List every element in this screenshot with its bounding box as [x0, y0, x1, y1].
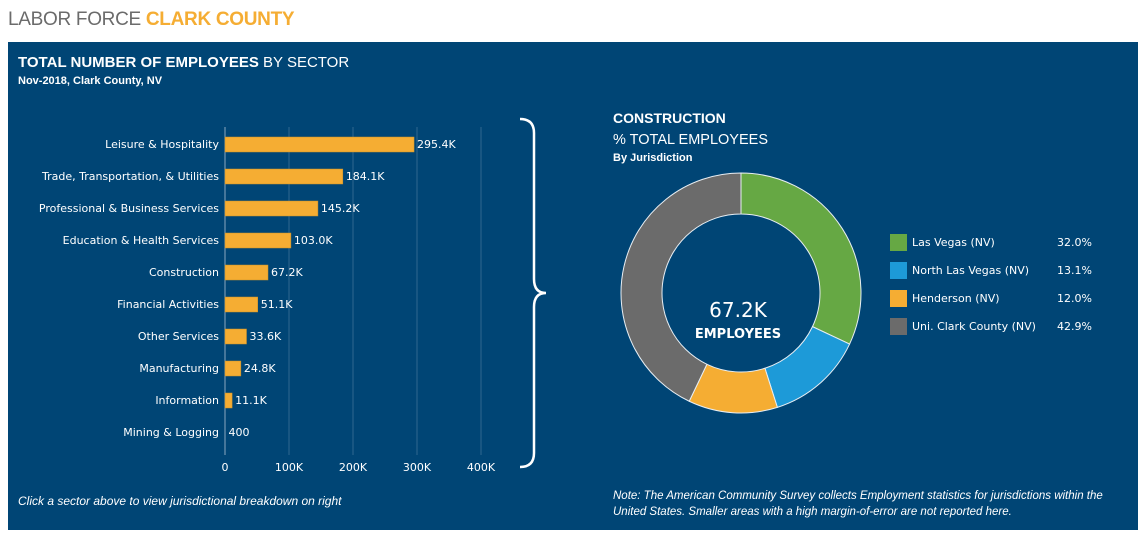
category-label[interactable]: Leisure & Hospitality	[105, 138, 219, 151]
category-label[interactable]: Manufacturing	[139, 362, 219, 375]
page-title-prefix: LABOR FORCE	[8, 9, 141, 30]
bar-value-label: 103.0K	[294, 234, 333, 247]
panel-title-rest: BY SECTOR	[263, 54, 350, 71]
category-label[interactable]: Mining & Logging	[123, 426, 219, 439]
chart-canvas: 0 100K 200K 300K 400K Leisure & Hospitality 29…	[39, 117, 862, 474]
bar-value-label: 67.2K	[271, 266, 303, 279]
sector-panel: TOTAL NUMBER OF EMPLOYEES BY SECTOR Nov-…	[8, 42, 1138, 530]
donut-legend: Las Vegas (NV) 32.0% North Las Vegas (NV) 1…	[890, 228, 1092, 340]
brace-connector	[519, 117, 547, 469]
category-label[interactable]: Other Services	[138, 330, 219, 343]
legend-value: 12.0%	[1057, 291, 1092, 305]
bar[interactable]	[224, 264, 269, 281]
legend-swatch	[890, 233, 907, 251]
legend-swatch	[890, 261, 907, 279]
legend-item[interactable]: Las Vegas (NV) 32.0%	[890, 228, 1092, 256]
bar[interactable]	[224, 392, 233, 409]
bar-value-label: 295.4K	[417, 138, 456, 151]
donut-center-label: EMPLOYEES	[694, 327, 782, 342]
panel-title-bold: TOTAL NUMBER OF EMPLOYEES	[18, 54, 259, 71]
donut-center-value: 67.2K	[709, 298, 767, 322]
legend-item[interactable]: North Las Vegas (NV) 13.1%	[890, 256, 1092, 284]
legend-label: Henderson (NV)	[912, 291, 1000, 305]
bar-value-label: 24.8K	[244, 362, 276, 375]
legend-label: North Las Vegas (NV)	[912, 263, 1030, 277]
legend-value: 42.9%	[1057, 319, 1092, 333]
page-title-accent: CLARK COUNTY	[145, 9, 295, 30]
bar-value-label: 33.6K	[250, 330, 282, 343]
donut-title: CONSTRUCTION	[613, 110, 726, 126]
x-tick-label: 400K	[467, 461, 496, 474]
bar-value-label: 145.2K	[321, 202, 360, 215]
bar[interactable]	[225, 425, 226, 440]
legend-value: 13.1%	[1057, 263, 1092, 277]
legend-swatch	[890, 317, 907, 335]
bar-value-label: 51.1K	[261, 298, 293, 311]
x-tick-label: 0	[222, 461, 229, 474]
category-label[interactable]: Information	[155, 394, 219, 407]
donut-slice[interactable]	[620, 172, 742, 402]
legend-item[interactable]: Uni. Clark County (NV) 42.9%	[890, 312, 1092, 340]
bar[interactable]	[224, 232, 292, 249]
bar[interactable]	[224, 328, 247, 345]
legend-label: Uni. Clark County (NV)	[912, 319, 1036, 333]
donut-subtitle-2: By Jurisdiction	[613, 152, 693, 164]
category-label[interactable]: Financial Activities	[117, 298, 219, 311]
donut-slice[interactable]	[740, 172, 862, 345]
category-label[interactable]: Education & Health Services	[63, 234, 220, 247]
x-tick-label: 300K	[403, 461, 432, 474]
x-tick-label: 200K	[339, 461, 368, 474]
category-label[interactable]: Professional & Business Services	[39, 202, 219, 215]
category-label[interactable]: Construction	[149, 266, 219, 279]
bar-value-label: 11.1K	[235, 394, 267, 407]
bar[interactable]	[224, 296, 258, 313]
legend-item[interactable]: Henderson (NV) 12.0%	[890, 284, 1092, 312]
donut-subtitle: % TOTAL EMPLOYEES	[613, 132, 768, 148]
legend-swatch	[890, 289, 907, 307]
bar-value-label: 184.1K	[346, 170, 385, 183]
legend-value: 32.0%	[1057, 235, 1092, 249]
category-label[interactable]: Trade, Transportation, & Utilities	[41, 170, 219, 183]
bar-value-label: 400	[229, 426, 250, 439]
bar[interactable]	[224, 360, 242, 377]
bar[interactable]	[224, 136, 415, 153]
panel-title: TOTAL NUMBER OF EMPLOYEES BY SECTOR	[18, 54, 349, 71]
hint-text: Click a sector above to view jurisdictio…	[18, 494, 342, 508]
panel-subtitle: Nov-2018, Clark County, NV	[18, 75, 163, 87]
bar[interactable]	[224, 168, 344, 185]
page-title: LABOR FORCE CLARK COUNTY	[8, 9, 295, 31]
legend-label: Las Vegas (NV)	[912, 235, 995, 249]
note-text: Note: The American Community Survey coll…	[613, 490, 1103, 518]
x-tick-label: 100K	[275, 461, 304, 474]
bar[interactable]	[224, 200, 319, 217]
